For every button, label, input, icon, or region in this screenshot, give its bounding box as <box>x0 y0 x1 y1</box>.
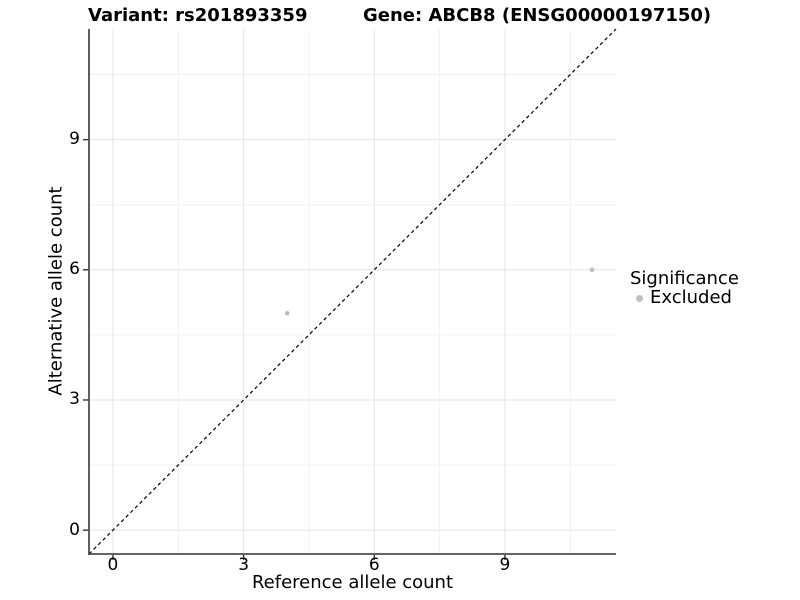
x-tick-label: 9 <box>499 555 511 575</box>
legend-key <box>630 289 648 307</box>
data-point <box>284 310 290 316</box>
x-axis-label: Reference allele count <box>251 572 454 593</box>
y-tick-label: 9 <box>69 129 80 150</box>
identity-line <box>88 28 617 555</box>
plot-title-variant: Variant: rs201893359 <box>88 5 308 26</box>
excluded-point-icon <box>635 294 643 302</box>
x-tick-label: 3 <box>238 555 250 575</box>
legend: Significance Excluded <box>630 269 739 307</box>
legend-item-excluded: Excluded <box>630 289 739 307</box>
plot-title-gene: Gene: ABCB8 (ENSG00000197150) <box>363 5 712 26</box>
y-tick-label: 0 <box>69 519 80 540</box>
legend-title: Significance <box>630 268 739 289</box>
y-tick-label: 6 <box>69 259 80 280</box>
data-point <box>589 267 595 273</box>
x-tick-label: 6 <box>368 555 380 575</box>
y-tick-label: 3 <box>69 389 80 410</box>
legend-item-label: Excluded <box>650 287 732 308</box>
y-axis-label: Alternative allele count <box>45 186 67 396</box>
x-tick-label: 0 <box>107 555 119 575</box>
